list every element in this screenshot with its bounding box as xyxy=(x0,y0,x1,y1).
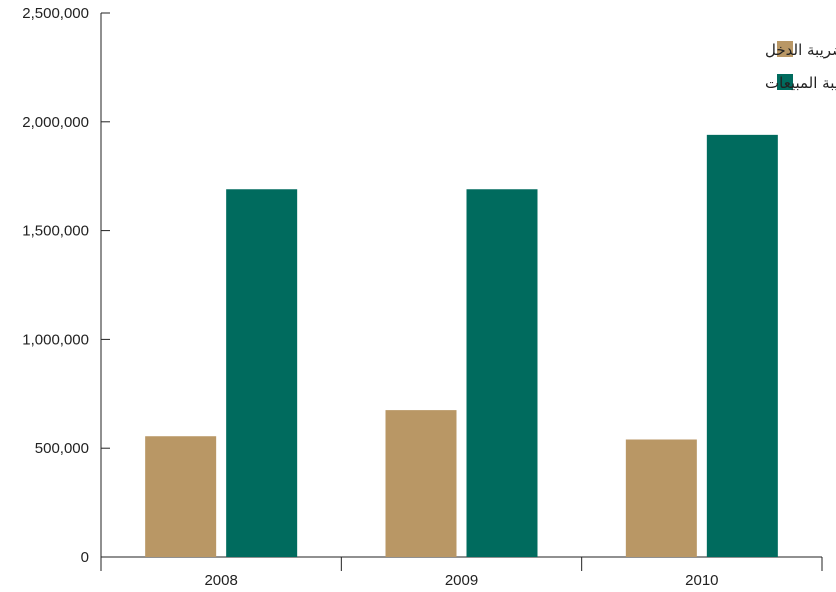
bar-series-2-2009 xyxy=(466,189,538,558)
bar-series-2-2008 xyxy=(226,189,298,558)
y-tick-label: 1,500,000 xyxy=(22,223,89,240)
y-tick-label: 1,000,000 xyxy=(22,331,89,348)
bar-series-1-2008 xyxy=(145,436,217,557)
legend: إيراد ضريبة الدخل إيراد ضريبة المبيعات xyxy=(765,41,836,92)
legend-label-1: إيراد ضريبة الدخل xyxy=(765,41,836,59)
bar-series-1-2010 xyxy=(625,439,697,557)
bar-series-1-2009 xyxy=(385,410,457,557)
y-tick-label: 0 xyxy=(81,549,89,566)
y-tick-label: 500,000 xyxy=(35,440,89,457)
bars xyxy=(145,134,778,558)
x-tick-label: 2010 xyxy=(685,572,718,589)
legend-label-2: إيراد ضريبة المبيعات xyxy=(765,74,836,92)
y-axis: 0 500,000 1,000,000 1,500,000 2,000,000 2,500… xyxy=(22,5,110,566)
y-tick-label: 2,500,000 xyxy=(22,5,89,22)
legend-swatch-2 xyxy=(777,74,793,90)
x-tick-label: 2008 xyxy=(204,572,237,589)
bar-series-2-2010 xyxy=(706,134,778,557)
legend-swatch-1 xyxy=(777,41,793,57)
x-axis: 2008 2009 2010 xyxy=(100,556,823,589)
x-tick-label: 2009 xyxy=(445,572,478,589)
y-tick-label: 2,000,000 xyxy=(22,114,89,131)
